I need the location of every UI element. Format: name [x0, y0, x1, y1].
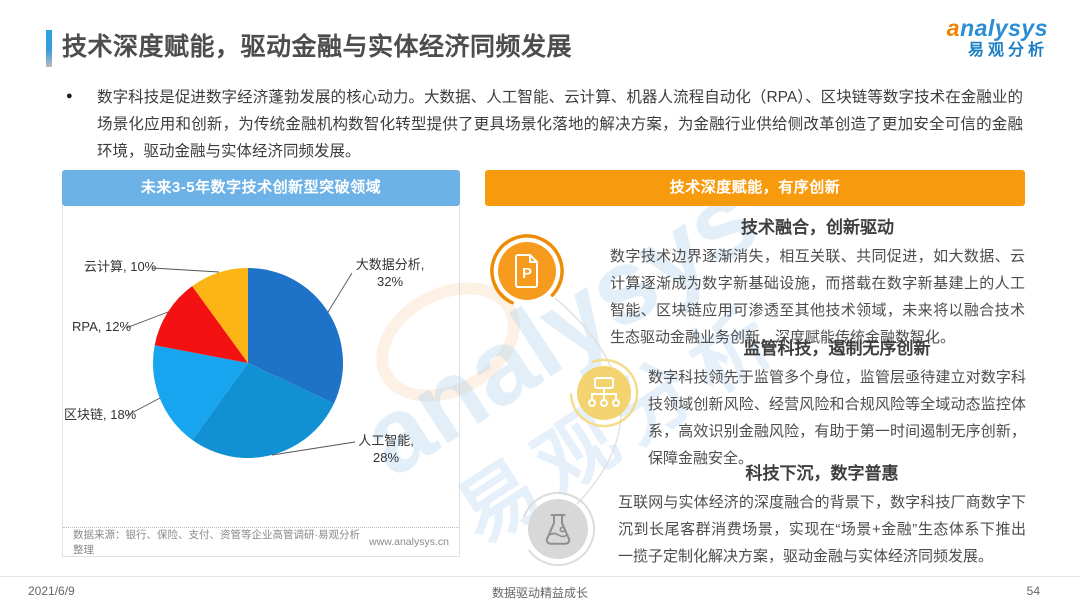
pie-callout-lines	[125, 267, 356, 456]
pie-slice-0	[248, 268, 343, 404]
pie-label-big-data: 大数据分析, 32%	[355, 257, 425, 289]
pie-slice-1	[192, 363, 334, 458]
pie-slice-3	[154, 286, 248, 363]
pie-label-rpa: RPA, 12%	[72, 319, 132, 334]
sitemap-icon	[568, 357, 640, 434]
chart-source-row: 数据来源：银行、保险、支付、资管等企业高管调研·易观分析整理 www.analy…	[63, 527, 459, 556]
page-number: 54	[1026, 584, 1040, 598]
svg-text:P: P	[522, 265, 532, 282]
pie-slices	[153, 268, 343, 458]
pie-slice-4	[192, 268, 248, 363]
analysys-logo-wordmark: analysys	[946, 15, 1048, 41]
title-accent-bar	[46, 30, 52, 67]
section-tech-fusion: 技术融合，创新驱动 数字技术边界逐渐消失，相互关联、共同促进，如大数据、云计算逐…	[610, 213, 1025, 351]
summary-paragraph: 数字科技是促进数字经济蓬勃发展的核心动力。大数据、人工智能、云计算、机器人流程自…	[97, 89, 1023, 160]
section-body: 数字技术边界逐渐消失，相互关联、共同促进，如大数据、云计算逐渐成为数字新基础设施…	[610, 248, 1025, 346]
pie-slice-2	[153, 345, 248, 440]
bullet-icon: ●	[66, 90, 73, 102]
analysys-logo-chinese: 易观分析	[967, 42, 1048, 60]
chart-source-text: 数据来源：银行、保险、支付、资管等企业高管调研·易观分析整理	[73, 529, 360, 556]
pie-chart-svg	[125, 267, 356, 458]
section-title: 科技下沉，数字普惠	[745, 464, 899, 483]
flask-icon	[520, 491, 596, 572]
right-panel-header: 技术深度赋能，有序创新	[485, 170, 1025, 206]
chart-source-website: www.analysys.cn	[369, 536, 449, 548]
section-body: 互联网与实体经济的深度融合的背景下，数字科技厂商数字下沉到长尾客群消费场景，实现…	[618, 494, 1026, 565]
analysys-logo: analysys 易观分析	[946, 15, 1048, 60]
pie-label-blockchain: 区块链, 18%	[64, 407, 137, 422]
document-p-icon: P	[489, 233, 565, 314]
footer-date: 2021/6/9	[28, 584, 75, 598]
pie-label-cloud-computing: 云计算, 10%	[84, 259, 157, 274]
pie-chart: 云计算, 10% RPA, 12% 区块链, 18% 大数据分析, 32% 人工智…	[62, 206, 460, 526]
section-title: 监管科技，遏制无序创新	[743, 339, 931, 358]
section-body: 数字科技领先于监管多个身位，监管层亟待建立对数字科技领域创新风险、经营风险和合规…	[648, 369, 1026, 467]
left-panel-header: 未来3-5年数字技术创新型突破领域	[62, 170, 460, 206]
page-title: 技术深度赋能，驱动金融与实体经济同频发展	[62, 33, 573, 61]
section-title: 技术融合，创新驱动	[741, 218, 894, 237]
section-tech-inclusion: 科技下沉，数字普惠 互联网与实体经济的深度融合的背景下，数字科技厂商数字下沉到长…	[618, 459, 1026, 570]
pie-label-ai: 人工智能, 28%	[358, 433, 414, 465]
footer-motto: 数据驱动精益成长	[491, 586, 588, 600]
section-regtech: 监管科技，遏制无序创新 数字科技领先于监管多个身位，监管层亟待建立对数字科技领域…	[648, 334, 1026, 472]
footer: 2021/6/9 数据驱动精益成长 54	[0, 576, 1080, 608]
